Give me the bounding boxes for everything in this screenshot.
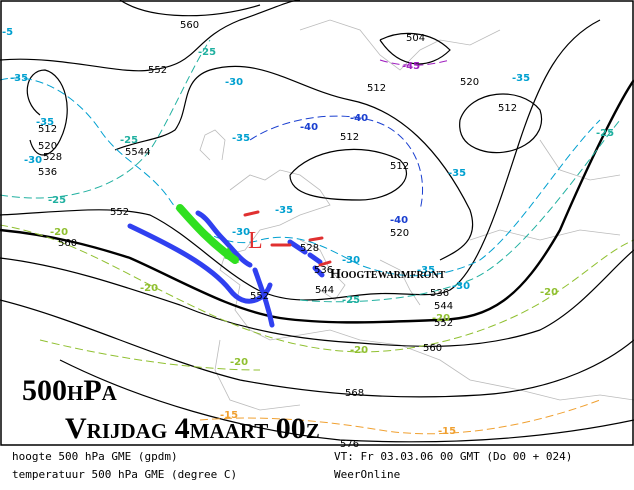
temperature-label: -20 — [540, 287, 558, 298]
temperature-label: -25 — [120, 135, 138, 146]
temperature-label: -35 — [36, 117, 54, 128]
temperature-label: -25 — [342, 295, 360, 306]
height-label: 568 — [345, 388, 364, 399]
temperature-label: -40 — [350, 113, 368, 124]
temperature-label: -35 — [417, 265, 435, 276]
height-contours — [0, 0, 634, 443]
temperature-label: -30 — [232, 227, 250, 238]
temperature-label: -35 — [448, 168, 466, 179]
height-label: 552 — [148, 65, 167, 76]
temperature-label: -35 — [10, 73, 28, 84]
height-labels: 5605525045125205125125125125205285365544… — [38, 20, 517, 450]
height-label: 544 — [434, 301, 453, 312]
height-label: 528 — [300, 243, 319, 254]
title-line1: 500hPa — [22, 374, 118, 407]
height-label: 560 — [180, 20, 199, 31]
temperature-label: -40 — [300, 122, 318, 133]
temperature-label: -35 — [512, 73, 530, 84]
temperature-label: -20 — [140, 283, 158, 294]
height-label: 520 — [460, 77, 479, 88]
height-label: 536 — [314, 265, 333, 276]
annotations-drawn: L — [127, 204, 332, 328]
temperature-label: -40 — [390, 215, 408, 226]
title-line2: Vrijdag 4maart 00z — [65, 412, 320, 445]
height-label: 528 — [43, 152, 62, 163]
temperature-label: -5 — [2, 27, 13, 38]
temperature-label: -15 — [438, 426, 456, 437]
height-label: 512 — [38, 124, 57, 135]
height-label: 512 — [498, 103, 517, 114]
height-label: 536 — [430, 288, 449, 299]
temperature-labels: -25 -35 -30 -35 -40 -40 -35 -25 -35 -30 -35 -25 -25 -… — [2, 27, 614, 437]
temperature-label: -20 — [432, 313, 450, 324]
height-label: 512 — [390, 161, 409, 172]
height-label: 520 — [38, 141, 57, 152]
front-label: Hoogtewarmfront — [330, 267, 446, 282]
temperature-label: -20 — [50, 227, 68, 238]
temperature-label: -30 — [24, 155, 42, 166]
temperature-label: -25 — [198, 47, 216, 58]
temperature-label: -25 — [596, 128, 614, 139]
temperature-label: -15 — [220, 410, 238, 421]
temperature-label: -25 — [48, 195, 66, 206]
height-label: 552 — [434, 318, 453, 329]
temperature-contours — [0, 39, 634, 435]
temperature-label: -20 — [230, 357, 248, 368]
map-frame — [0, 0, 634, 446]
height-label: 504 — [406, 33, 425, 44]
height-label: 520 — [390, 228, 409, 239]
temperature-label: -35 — [232, 133, 250, 144]
height-label: 512 — [340, 132, 359, 143]
height-label: 5544 — [125, 147, 150, 158]
valid-time: VT: Fr 03.03.06 00 GMT (Do 00 + 024) — [334, 450, 572, 463]
coastlines — [199, 19, 634, 411]
temperature-label: -30 — [342, 255, 360, 266]
temperature-label: -45 — [402, 61, 420, 72]
height-label: 560 — [58, 238, 77, 249]
temperature-label: -30 — [452, 281, 470, 292]
height-label: 544 — [315, 285, 334, 296]
source: WeerOnline — [334, 468, 400, 481]
height-label: 552 — [250, 291, 269, 302]
height-label: 552 — [110, 207, 129, 218]
temperature-label: -30 — [225, 77, 243, 88]
legend-temperature: temperatuur 500 hPa GME (degree C) — [12, 468, 237, 481]
legend-height: hoogte 500 hPa GME (gpdm) — [12, 450, 178, 463]
svg-text:L: L — [248, 228, 263, 254]
height-label: 560 — [423, 343, 442, 354]
height-label: 536 — [38, 167, 57, 178]
temperature-label: -20 — [350, 345, 368, 356]
height-label: 512 — [367, 83, 386, 94]
temperature-label: -35 — [275, 205, 293, 216]
